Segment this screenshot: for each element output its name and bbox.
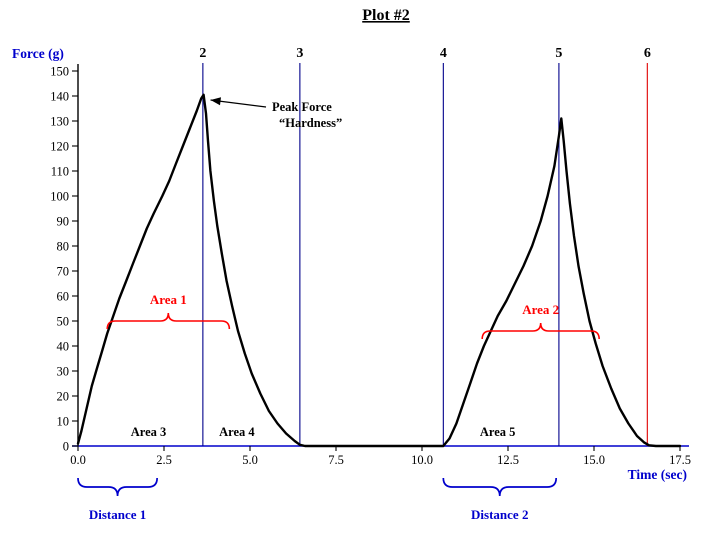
x-tick-label: 17.5: [669, 453, 691, 467]
x-tick-label: 2.5: [156, 453, 172, 467]
y-tick-label: 10: [57, 415, 70, 429]
y-tick-label: 70: [57, 265, 70, 279]
y-tick-label: 30: [57, 365, 70, 379]
y-tick-label: 40: [57, 340, 70, 354]
x-tick-label: 5.0: [242, 453, 258, 467]
y-tick-label: 0: [63, 440, 69, 454]
distance-label: Distance 2: [471, 507, 528, 522]
y-tick-label: 20: [57, 390, 70, 404]
peak-annotation-line2: “Hardness”: [279, 116, 342, 130]
chart-title: Plot #2: [362, 7, 410, 24]
y-tick-label: 110: [51, 165, 69, 179]
event-line-label-2: 2: [199, 46, 206, 61]
distance-label: Distance 1: [89, 507, 146, 522]
force-curve: [76, 93, 682, 448]
y-tick-label: 140: [50, 90, 69, 104]
y-tick-label: 100: [50, 190, 69, 204]
event-line-label-4: 4: [440, 46, 447, 61]
peak-arrow-head: [210, 97, 221, 106]
y-tick-label: 80: [57, 240, 70, 254]
area-label-black: Area 3: [131, 425, 167, 439]
area-label-black: Area 4: [219, 425, 255, 439]
event-line-label-6: 6: [644, 46, 651, 61]
y-axis-title: Force (g): [12, 46, 64, 61]
area-brace-1: [106, 312, 231, 330]
y-tick-label: 50: [57, 315, 70, 329]
peak-annotation-line1: Peak Force: [272, 100, 332, 114]
event-line-label-3: 3: [296, 46, 303, 61]
distance-brace-1: [77, 477, 158, 497]
y-tick-label: 130: [50, 115, 69, 129]
event-line-label-5: 5: [555, 46, 562, 61]
y-tick-label: 60: [57, 290, 70, 304]
y-tick-label: 120: [50, 140, 69, 154]
x-tick-label: 12.5: [497, 453, 519, 467]
x-tick-label: 0.0: [70, 453, 86, 467]
x-tick-label: 7.5: [328, 453, 344, 467]
area-label-black: Area 5: [480, 425, 516, 439]
area-label-red: Area 1: [150, 292, 187, 307]
x-tick-label: 10.0: [411, 453, 433, 467]
area-brace-2: [481, 322, 600, 340]
x-tick-label: 15.0: [583, 453, 605, 467]
area-label-red: Area 2: [522, 302, 559, 317]
y-tick-label: 90: [57, 215, 70, 229]
x-axis-title: Time (sec): [628, 467, 687, 482]
y-tick-label: 150: [50, 65, 69, 79]
distance-brace-2: [442, 477, 558, 497]
